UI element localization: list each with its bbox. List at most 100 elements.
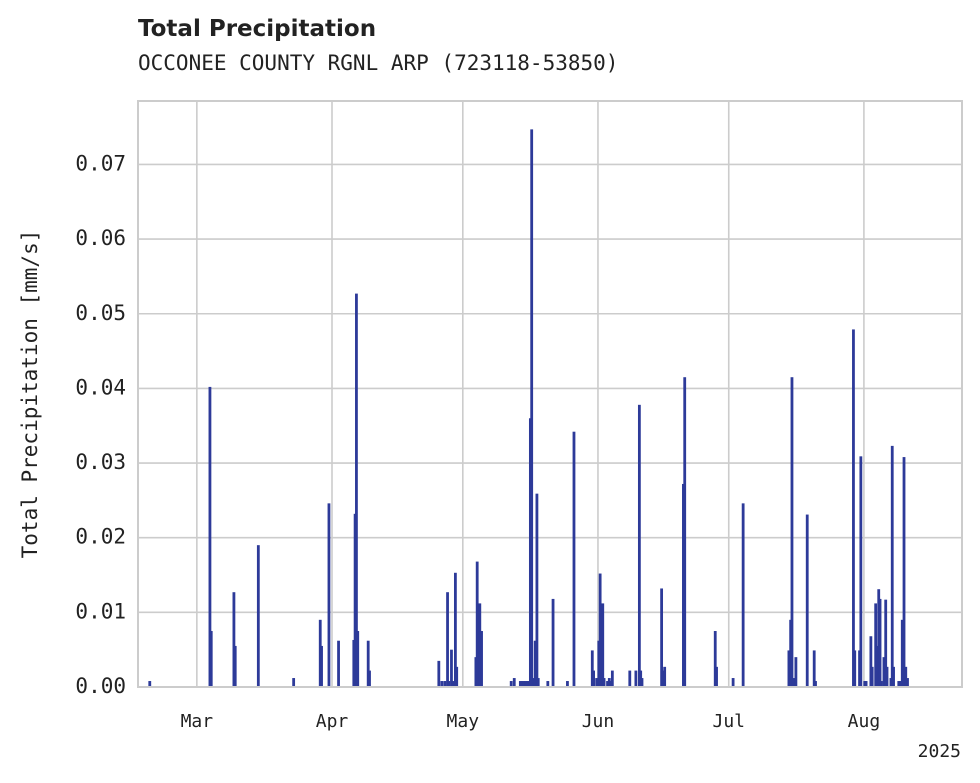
precip-bar	[453, 572, 457, 687]
precip-bar	[440, 681, 444, 687]
precip-bar	[447, 681, 451, 687]
precip-bar	[661, 670, 665, 687]
precip-bar	[450, 649, 453, 687]
precip-bar	[794, 657, 798, 687]
precip-bar	[897, 681, 901, 687]
precip-bar	[902, 457, 906, 687]
precip-bar	[546, 681, 550, 687]
precip-bar	[520, 681, 524, 687]
precip-bar	[640, 678, 644, 687]
precip-bar	[524, 681, 527, 687]
precip-bar	[890, 445, 894, 687]
precip-bar	[637, 404, 641, 687]
precip-bar	[791, 678, 795, 687]
precip-bar	[366, 640, 370, 687]
precip-bar	[715, 666, 718, 687]
precip-bar	[879, 681, 883, 687]
precip-bar	[535, 493, 539, 687]
precip-bar	[899, 681, 902, 687]
y-tick-label: 0.04	[75, 375, 126, 399]
precip-bar	[572, 431, 576, 687]
precip-bar	[882, 657, 886, 687]
precip-bar	[592, 670, 595, 687]
precip-bar	[713, 631, 717, 687]
x-tick-label: Apr	[316, 711, 349, 732]
x-tick-label: Jul	[712, 711, 745, 732]
precip-bar	[530, 129, 534, 687]
y-tick-label: 0.01	[75, 599, 126, 623]
precip-bar	[209, 631, 213, 687]
y-tick-label: 0.03	[75, 450, 126, 474]
year-label: 2025	[918, 741, 961, 762]
precip-bar	[327, 503, 331, 687]
precip-bar	[595, 678, 599, 687]
x-tick-label: May	[447, 711, 480, 732]
precip-bar	[853, 650, 857, 687]
precip-bar	[443, 681, 447, 687]
precip-bar	[536, 678, 540, 687]
precip-bar	[356, 631, 360, 687]
precip-bar	[532, 678, 535, 687]
precip-bar	[337, 640, 340, 687]
y-tick-label: 0.06	[75, 226, 126, 250]
precip-bar	[355, 293, 358, 687]
precip-bar	[522, 681, 526, 687]
precip-bar	[859, 456, 863, 687]
precip-bar	[864, 681, 868, 687]
precip-bar	[790, 377, 794, 687]
precip-bar	[527, 681, 531, 687]
precip-bar	[480, 631, 483, 687]
precip-bar	[518, 681, 522, 687]
precip-bar	[606, 681, 609, 687]
precip-bar	[148, 681, 152, 687]
precip-bar	[551, 598, 555, 687]
precip-bar	[884, 599, 888, 687]
precip-bar	[607, 678, 611, 687]
precip-bar	[598, 573, 602, 687]
y-axis-label: Total Precipitation [mm/s]	[18, 230, 42, 559]
precip-bar	[878, 598, 882, 687]
precip-bar	[368, 670, 371, 687]
precip-bar	[741, 503, 745, 687]
precip-bar	[852, 329, 855, 687]
precip-bar	[869, 636, 873, 687]
precip-bar	[451, 681, 455, 687]
precip-bar	[731, 678, 735, 687]
precip-bar	[892, 666, 895, 687]
precip-bar	[805, 514, 809, 687]
x-tick-label: Jun	[582, 711, 615, 732]
y-tick-label: 0.00	[75, 674, 126, 698]
y-tick-label: 0.05	[75, 301, 126, 325]
precip-bar	[232, 592, 236, 687]
precip-bar	[475, 561, 479, 687]
grid-lines	[138, 101, 962, 688]
precip-bar	[660, 588, 664, 687]
precip-bar	[455, 666, 459, 687]
precip-bar	[512, 678, 516, 687]
precip-bar	[320, 645, 323, 687]
precipitation-bars	[148, 129, 909, 687]
precip-bar	[478, 603, 482, 687]
precip-bar	[437, 660, 441, 687]
precip-bar	[208, 386, 212, 687]
precip-bar	[683, 377, 687, 687]
precip-bar	[292, 678, 296, 687]
chart-title: Total Precipitation	[138, 16, 377, 42]
precip-bar	[628, 670, 632, 687]
precip-bar	[812, 650, 816, 687]
y-tick-label: 0.07	[75, 151, 126, 175]
precip-bar	[446, 592, 449, 687]
precip-bar	[663, 666, 667, 687]
precip-bar	[256, 545, 260, 687]
precip-bar	[900, 619, 904, 687]
precip-bar	[787, 650, 791, 687]
chart-subtitle: OCCONEE COUNTY RGNL ARP (723118-53850)	[138, 51, 619, 75]
precip-bar	[870, 666, 874, 687]
precip-bar	[875, 645, 879, 687]
precip-bar	[233, 645, 237, 687]
precip-bar	[590, 650, 594, 687]
precip-bar	[566, 681, 569, 687]
plot-frame	[137, 100, 963, 688]
x-tick-labels: Mar Apr May Jun Jul Aug	[181, 711, 881, 732]
